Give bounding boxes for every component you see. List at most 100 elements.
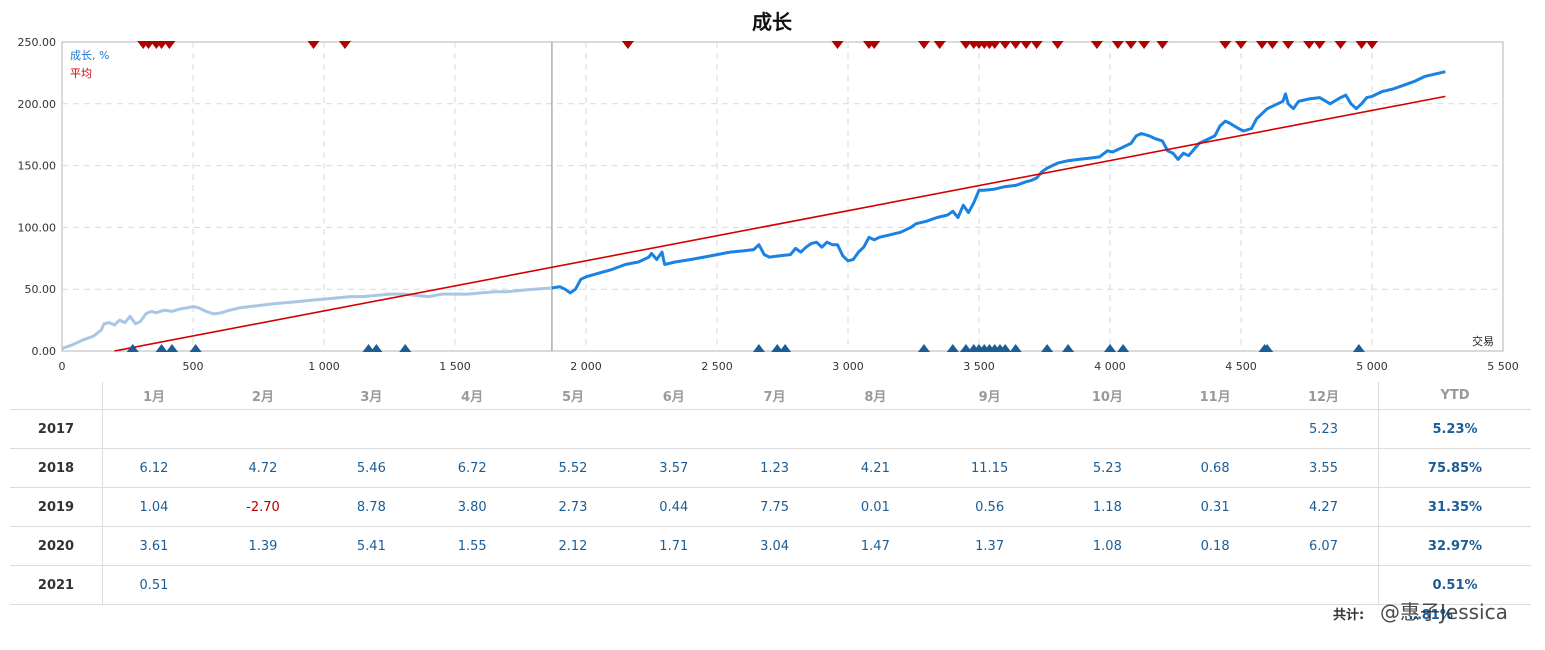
month-value-cell: 5.46 — [320, 448, 422, 488]
month-value-cell — [925, 565, 1054, 605]
month-value-cell — [320, 409, 422, 449]
x-tick-label: 0 — [59, 360, 66, 373]
buy-marker — [779, 344, 792, 352]
buy-marker — [362, 344, 375, 352]
buy-marker — [166, 344, 179, 352]
buy-marker — [1117, 344, 1130, 352]
x-tick-label: 1 500 — [439, 360, 471, 373]
trade-markers — [126, 41, 1378, 352]
x-tick-label: 2 000 — [570, 360, 602, 373]
month-value-cell: 5.41 — [320, 526, 422, 566]
watermark: @惠子Jessica — [1380, 600, 1508, 624]
month-header: 8月 — [824, 382, 926, 410]
month-value-cell: 2.73 — [522, 487, 624, 527]
table-row: 2020 3.61 1.39 5.41 1.55 2.12 1.71 3.04 1.47 1.37… — [10, 526, 1531, 566]
sell-marker — [1156, 41, 1169, 49]
sell-marker — [1138, 41, 1151, 49]
month-value-cell: -2.70 — [204, 487, 321, 527]
sell-marker — [1090, 41, 1103, 49]
sell-marker — [1020, 41, 1033, 49]
table-row: 2017 5.23 5.23% — [10, 409, 1531, 449]
y-tick-label: 50.00 — [25, 283, 57, 296]
month-value-cell: 1.55 — [421, 526, 523, 566]
sell-marker — [1334, 41, 1347, 49]
month-value-cell — [623, 565, 725, 605]
buy-marker — [1062, 344, 1075, 352]
growth-line — [551, 70, 1446, 295]
ytd-cell: 75.85% — [1378, 448, 1531, 488]
month-value-cell: 4.27 — [1269, 487, 1379, 527]
month-value-cell: 5.52 — [522, 448, 624, 488]
y-tick-label: 100.00 — [18, 221, 57, 234]
sell-marker — [1355, 41, 1368, 49]
sell-marker — [1111, 41, 1124, 49]
month-value-cell: 0.44 — [623, 487, 725, 527]
sell-marker — [1303, 41, 1316, 49]
month-header: 3月 — [320, 382, 422, 410]
y-tick-label: 200.00 — [18, 98, 57, 111]
y-tick-label: 0.00 — [32, 345, 57, 358]
month-value-cell: 2.12 — [522, 526, 624, 566]
sell-marker — [917, 41, 930, 49]
total-summary: 共计: …81% — [1333, 604, 1453, 623]
buy-marker — [1352, 344, 1365, 352]
sell-marker — [868, 41, 881, 49]
sell-marker — [163, 41, 176, 49]
total-value: …81% — [1408, 608, 1453, 623]
sell-marker — [988, 41, 1001, 49]
month-value-cell: 3.04 — [724, 526, 825, 566]
month-value-cell: 1.23 — [724, 448, 825, 488]
month-value-cell — [522, 565, 624, 605]
month-value-cell: 0.51 — [102, 565, 205, 605]
sell-marker — [831, 41, 844, 49]
sell-marker — [1366, 41, 1378, 49]
month-value-cell — [724, 565, 825, 605]
table-corner — [10, 382, 103, 410]
legend-average: 平均 — [70, 67, 92, 80]
ytd-cell: 32.97% — [1378, 526, 1531, 566]
month-header: 5月 — [522, 382, 624, 410]
sell-marker — [1219, 41, 1232, 49]
month-value-cell — [1161, 565, 1270, 605]
month-value-cell: 3.55 — [1269, 448, 1379, 488]
x-tick-label: 2 500 — [701, 360, 733, 373]
x-tick-label: 1 000 — [308, 360, 340, 373]
month-header: 4月 — [421, 382, 523, 410]
buy-marker — [1009, 344, 1022, 352]
plot-area — [61, 41, 1504, 352]
growth-chart: 成长 0.00 50.00 100.00 150.00 200.00 250.00 0 50… — [18, 10, 1519, 373]
month-value-cell: 3.61 — [102, 526, 205, 566]
month-header: 1月 — [102, 382, 205, 410]
sell-marker — [338, 41, 351, 49]
buy-marker — [959, 344, 972, 352]
sell-marker — [142, 41, 155, 49]
year-cell: 2019 — [10, 487, 103, 527]
sell-marker — [155, 41, 168, 49]
month-value-cell: 4.72 — [204, 448, 321, 488]
month-value-cell — [204, 565, 321, 605]
buy-marker — [946, 344, 959, 352]
month-value-cell: 0.31 — [1161, 487, 1270, 527]
chart-title: 成长 — [752, 10, 793, 34]
month-value-cell — [421, 409, 523, 449]
total-label: 共计: — [1333, 608, 1365, 623]
sell-marker — [1235, 41, 1247, 49]
y-tick-label: 150.00 — [18, 160, 57, 173]
month-value-cell: 0.18 — [1161, 526, 1270, 566]
sell-marker — [1051, 41, 1064, 49]
month-value-cell: 6.72 — [421, 448, 523, 488]
month-value-cell: 5.23 — [1269, 409, 1379, 449]
buy-marker — [917, 344, 930, 352]
buy-marker — [771, 344, 784, 352]
month-value-cell: 1.47 — [824, 526, 926, 566]
x-tick-label: 4 000 — [1094, 360, 1126, 373]
sell-marker — [1255, 41, 1268, 49]
month-header: 2月 — [204, 382, 321, 410]
x-tick-label: 5 500 — [1487, 360, 1519, 373]
x-tick-label: 3 500 — [963, 360, 995, 373]
ytd-cell: 31.35% — [1378, 487, 1531, 527]
month-value-cell: 1.04 — [102, 487, 205, 527]
month-value-cell — [1053, 409, 1162, 449]
month-value-cell: 1.39 — [204, 526, 321, 566]
table-row: 2019 1.04 -2.70 8.78 3.80 2.73 0.44 7.75 0.01 0.5… — [10, 487, 1531, 527]
